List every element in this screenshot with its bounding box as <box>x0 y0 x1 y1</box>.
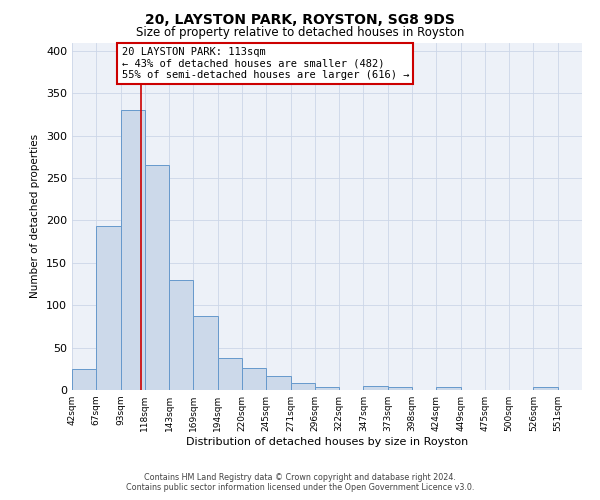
Bar <box>436 386 461 390</box>
Text: 20, LAYSTON PARK, ROYSTON, SG8 9DS: 20, LAYSTON PARK, ROYSTON, SG8 9DS <box>145 12 455 26</box>
Bar <box>169 280 193 390</box>
Bar <box>364 386 388 390</box>
Bar <box>193 316 218 390</box>
Bar <box>145 166 169 390</box>
Bar <box>242 368 266 390</box>
Bar <box>121 110 145 390</box>
Text: 20 LAYSTON PARK: 113sqm
← 43% of detached houses are smaller (482)
55% of semi-d: 20 LAYSTON PARK: 113sqm ← 43% of detache… <box>122 46 409 80</box>
Text: Size of property relative to detached houses in Royston: Size of property relative to detached ho… <box>136 26 464 39</box>
Bar <box>96 226 121 390</box>
Bar <box>266 376 290 390</box>
Text: Contains HM Land Registry data © Crown copyright and database right 2024.
Contai: Contains HM Land Registry data © Crown c… <box>126 473 474 492</box>
Bar <box>315 386 339 390</box>
Bar <box>533 386 558 390</box>
Bar <box>218 358 242 390</box>
Bar <box>72 369 96 390</box>
Bar <box>290 383 315 390</box>
Y-axis label: Number of detached properties: Number of detached properties <box>31 134 40 298</box>
Bar <box>388 388 412 390</box>
X-axis label: Distribution of detached houses by size in Royston: Distribution of detached houses by size … <box>186 437 468 447</box>
